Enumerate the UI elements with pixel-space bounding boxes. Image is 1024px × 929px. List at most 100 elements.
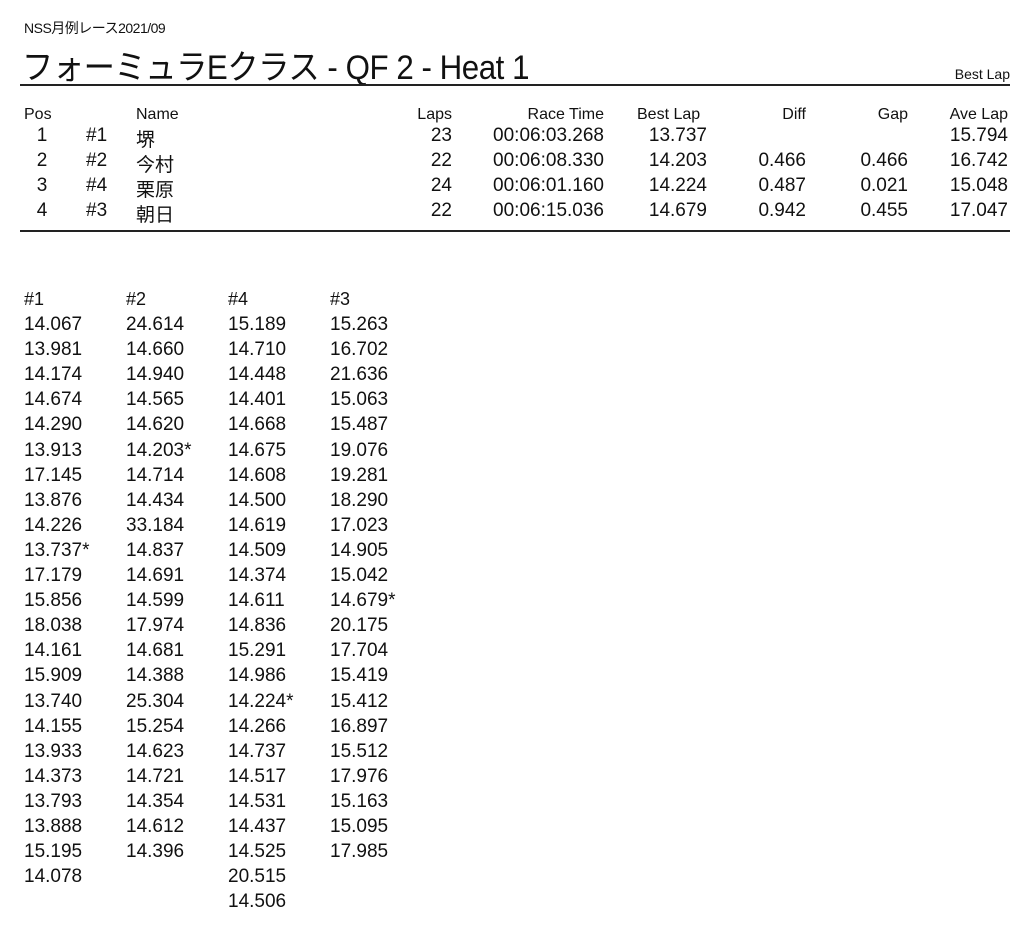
result-pos: 2: [36, 150, 48, 171]
lap-time: 14.067: [24, 314, 83, 336]
lap-time: 14.836: [228, 615, 287, 637]
result-pos: 1: [36, 125, 48, 146]
lap-time: 15.291: [228, 640, 287, 662]
lap-time: 17.974: [126, 615, 185, 637]
lap-time: 13.876: [24, 489, 83, 511]
result-name: 朝日: [136, 205, 175, 226]
result-ave-lap: 15.048: [949, 175, 1008, 196]
lap-time: 14.737: [228, 740, 287, 762]
lap-time: 15.042: [330, 565, 389, 587]
lap-time: 13.888: [24, 815, 83, 837]
result-name: 栗原: [136, 180, 175, 201]
lap-time: 15.419: [330, 665, 389, 687]
lap-time: 15.063: [330, 389, 389, 411]
lap-time: 14.668: [228, 414, 287, 436]
result-race-time: 00:06:15.036: [493, 200, 604, 221]
lap-time: 14.517: [228, 765, 287, 787]
lap-time: 17.976: [330, 765, 389, 787]
lap-column-header: #2: [126, 289, 147, 309]
lap-time: 14.660: [126, 339, 185, 361]
result-race-time: 00:06:08.330: [493, 150, 604, 171]
lap-time: 14.531: [228, 790, 287, 812]
lap-time: 14.266: [228, 715, 287, 737]
lap-time: 17.023: [330, 514, 389, 536]
lap-time: 13.793: [24, 790, 83, 812]
result-race-time: 00:06:03.268: [493, 125, 604, 146]
lap-time: 14.374: [228, 565, 287, 587]
lap-time: 14.354: [126, 790, 185, 812]
lap-time: 14.679*: [330, 590, 396, 612]
result-num: #1: [86, 125, 108, 146]
lap-time: 14.565: [126, 389, 185, 411]
sort-label: Best Lap: [954, 66, 1010, 82]
lap-time: 15.254: [126, 715, 185, 737]
result-best-lap: 14.679: [648, 200, 707, 221]
lap-time: 16.897: [330, 715, 389, 737]
result-laps: 22: [430, 150, 452, 171]
lap-time: 14.224*: [228, 690, 294, 712]
lap-time: 14.837: [126, 539, 185, 561]
column-header: Laps: [417, 106, 452, 123]
lap-time: 18.290: [330, 489, 389, 511]
lap-time: 14.675: [228, 439, 287, 461]
result-diff: 0.942: [758, 200, 806, 221]
result-laps: 24: [430, 175, 452, 196]
lap-time: 14.599: [126, 590, 185, 612]
lap-time: 15.487: [330, 414, 389, 436]
result-num: #4: [86, 175, 108, 196]
lap-time: 14.396: [126, 841, 185, 863]
column-header: Name: [136, 106, 179, 123]
result-num: #2: [86, 150, 108, 171]
result-num: #3: [86, 200, 108, 221]
lap-column: #1 14.067 13.981 14.174 14.674 14.290 13.913 17…: [24, 287, 90, 889]
lap-time: 14.434: [126, 489, 185, 511]
lap-time: 14.623: [126, 740, 185, 762]
lap-time: 17.179: [24, 565, 83, 587]
column-header: Best Lap: [637, 106, 701, 123]
lap-time: 14.710: [228, 339, 287, 361]
lap-time: 20.515: [228, 866, 287, 888]
result-race-time: 00:06:01.160: [493, 175, 604, 196]
lap-time: 17.704: [330, 640, 389, 662]
lap-time: 14.674: [24, 389, 83, 411]
lap-time: 14.509: [228, 539, 287, 561]
result-pos: 3: [36, 175, 48, 196]
column-header: Race Time: [527, 106, 604, 123]
lap-time: 14.940: [126, 364, 185, 386]
lap-time: 20.175: [330, 615, 389, 637]
lap-time: 15.095: [330, 815, 389, 837]
lap-column-header: #4: [228, 289, 249, 309]
lap-time: 15.263: [330, 314, 389, 336]
lap-time: 14.612: [126, 815, 185, 837]
lap-time: 24.614: [126, 314, 185, 336]
lap-time: 14.721: [126, 765, 185, 787]
results-rule: [20, 230, 1010, 232]
event-name: NSS月例レース2021/09: [24, 20, 166, 36]
result-best-lap: 14.224: [648, 175, 707, 196]
lap-time: 33.184: [126, 514, 185, 536]
lap-time: 19.076: [330, 439, 389, 461]
column-header: Diff: [782, 106, 806, 123]
lap-time: 15.512: [330, 740, 389, 762]
column-header: Ave Lap: [949, 106, 1008, 123]
lap-time: 14.500: [228, 489, 287, 511]
lap-time: 17.985: [330, 841, 389, 863]
lap-column-header: #3: [330, 289, 351, 309]
lap-time: 14.448: [228, 364, 287, 386]
lap-time: 14.373: [24, 765, 83, 787]
lap-time: 14.290: [24, 414, 83, 436]
lap-time: 14.174: [24, 364, 83, 386]
result-laps: 23: [430, 125, 452, 146]
lap-time: 14.620: [126, 414, 185, 436]
lap-time: 15.909: [24, 665, 83, 687]
lap-time: 13.913: [24, 439, 83, 461]
lap-time: 15.412: [330, 690, 389, 712]
lap-time: 14.611: [228, 590, 285, 612]
lap-time: 13.740: [24, 690, 83, 712]
lap-time: 14.203*: [126, 439, 192, 461]
lap-time: 17.145: [24, 464, 83, 486]
column-header: Pos: [24, 106, 52, 123]
lap-time: 25.304: [126, 690, 185, 712]
result-gap: 0.021: [860, 175, 908, 196]
lap-time: 13.981: [24, 339, 83, 361]
